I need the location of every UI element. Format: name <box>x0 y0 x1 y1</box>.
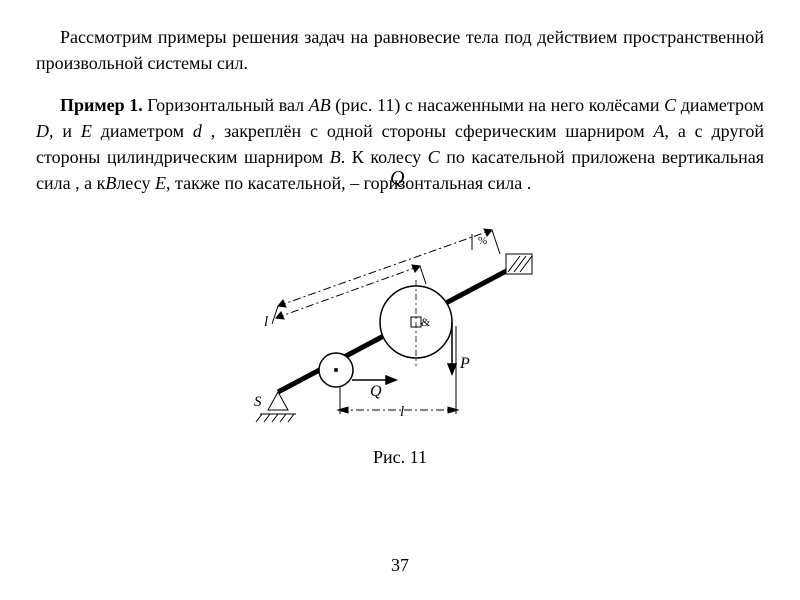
intro-paragraph: Рассмотрим примеры решения задач на равн… <box>36 24 764 76</box>
fig-q-label: Q <box>370 383 382 400</box>
sym-d-upper: D <box>36 121 49 141</box>
fig-amp: & <box>421 315 431 329</box>
text: Горизонтальный вал <box>143 95 309 115</box>
figure-wrap: & P Q % <box>36 210 764 468</box>
text: лесу <box>116 173 155 193</box>
fig-p-label: P <box>459 355 470 372</box>
page-number: 37 <box>0 555 800 576</box>
sym-d-lower: d <box>193 121 202 141</box>
text: , закреплён с одной стороны сферическим … <box>202 121 654 141</box>
fig-l-label: l <box>264 314 268 330</box>
sym-b: B <box>330 147 341 167</box>
sym-c2: C <box>428 147 440 167</box>
sym-a: A <box>653 121 664 141</box>
example-label: Пример 1. <box>60 95 143 115</box>
sym-q-label: Q <box>390 167 764 190</box>
figure-diagram: & P Q % <box>220 210 580 440</box>
sym-e2: E <box>155 173 166 193</box>
text: (рис. 11) с насаженными на него колёсами <box>331 95 664 115</box>
sym-e: E <box>81 121 92 141</box>
sym-p-inline: B <box>105 173 116 193</box>
text: диаметром <box>92 121 193 141</box>
text: диаметром <box>676 95 764 115</box>
sym-ab: AB <box>309 95 331 115</box>
fig-dec: % <box>478 235 487 247</box>
text: , и <box>49 121 81 141</box>
fig-l1-label: l <box>400 404 404 420</box>
fig-s-label: S <box>254 394 262 410</box>
figure-caption: Рис. 11 <box>36 447 764 468</box>
sym-c: C <box>664 95 676 115</box>
text: . К колесу <box>341 147 428 167</box>
